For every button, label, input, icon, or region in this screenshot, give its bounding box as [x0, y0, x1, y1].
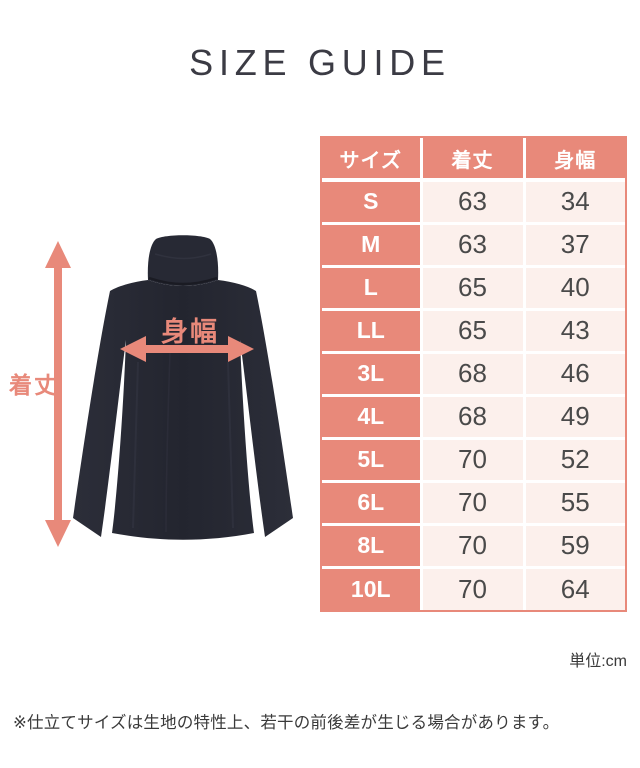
width-cell: 59 — [524, 524, 625, 569]
width-cell: 43 — [524, 309, 625, 354]
product-measure-figure: 着丈 身幅 — [0, 230, 320, 560]
table-row: 6L 70 55 — [322, 481, 625, 526]
table-row: M 63 37 — [322, 223, 625, 268]
length-cell: 65 — [421, 309, 526, 354]
length-cell: 70 — [421, 481, 526, 526]
turtleneck-shirt-image — [73, 235, 293, 540]
size-cell: 4L — [322, 395, 423, 440]
length-cell: 63 — [421, 180, 526, 225]
table-row: 3L 68 46 — [322, 352, 625, 397]
size-table: サイズ 着丈 身幅 S 63 34 M 63 37 L 65 — [322, 138, 625, 610]
table-row: S 63 34 — [322, 180, 625, 225]
length-label: 着丈 — [9, 372, 59, 398]
footnote: ※仕立てサイズは生地の特性上、若干の前後差が生じる場合があります。 — [13, 714, 560, 732]
table-header-row: サイズ 着丈 身幅 — [322, 138, 625, 182]
table-row: 8L 70 59 — [322, 524, 625, 569]
width-cell: 55 — [524, 481, 625, 526]
width-cell: 64 — [524, 567, 625, 610]
table-row: 5L 70 52 — [322, 438, 625, 483]
table-row: 10L 70 64 — [322, 567, 625, 610]
width-measure-arrow — [120, 336, 254, 362]
size-cell: S — [322, 180, 423, 225]
table-row: 4L 68 49 — [322, 395, 625, 440]
unit-note: 単位:cm — [569, 653, 627, 670]
length-cell: 70 — [421, 438, 526, 483]
length-cell: 70 — [421, 524, 526, 569]
width-cell: 46 — [524, 352, 625, 397]
size-cell: 8L — [322, 524, 423, 569]
size-cell: 3L — [322, 352, 423, 397]
width-cell: 34 — [524, 180, 625, 225]
size-cell: L — [322, 266, 423, 311]
size-cell: 5L — [322, 438, 423, 483]
page-title: SIZE GUIDE — [189, 42, 451, 83]
size-cell: M — [322, 223, 423, 268]
length-measure-arrow — [45, 241, 71, 547]
header-size: サイズ — [322, 138, 423, 182]
length-cell: 68 — [421, 395, 526, 440]
width-label: 身幅 — [161, 317, 219, 347]
table-row: LL 65 43 — [322, 309, 625, 354]
header-length: 着丈 — [421, 138, 526, 182]
length-cell: 65 — [421, 266, 526, 311]
width-cell: 49 — [524, 395, 625, 440]
size-table-container: サイズ 着丈 身幅 S 63 34 M 63 37 L 65 — [320, 136, 627, 612]
table-row: L 65 40 — [322, 266, 625, 311]
width-cell: 37 — [524, 223, 625, 268]
length-cell: 63 — [421, 223, 526, 268]
length-cell: 68 — [421, 352, 526, 397]
size-cell: 6L — [322, 481, 423, 526]
width-cell: 40 — [524, 266, 625, 311]
header-width: 身幅 — [524, 138, 625, 182]
size-cell: 10L — [322, 567, 423, 610]
size-cell: LL — [322, 309, 423, 354]
width-cell: 52 — [524, 438, 625, 483]
length-cell: 70 — [421, 567, 526, 610]
